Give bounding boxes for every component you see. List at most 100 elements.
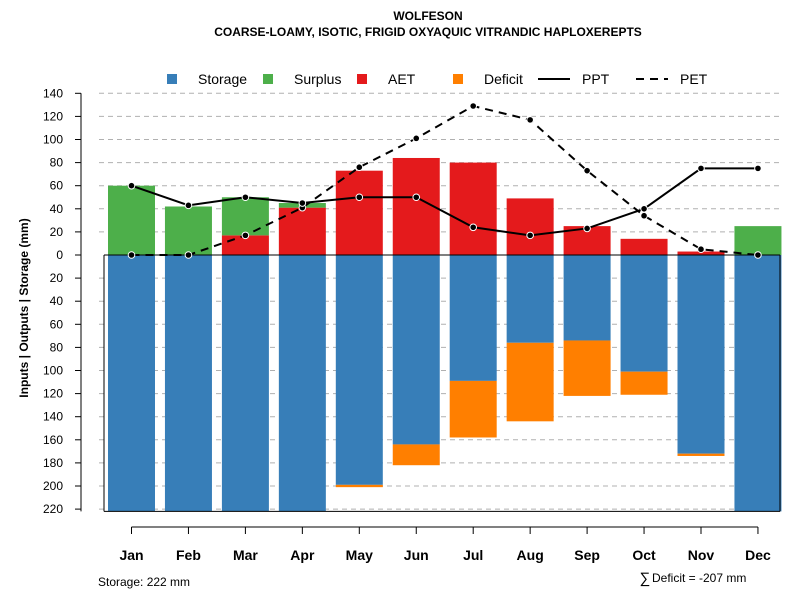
ppt-point [469, 223, 478, 232]
pet-point [412, 134, 421, 143]
legend-label-ppt: PPT [582, 71, 610, 87]
storage-bar [449, 255, 497, 381]
pet-point [583, 166, 591, 175]
surplus-bar [221, 197, 269, 236]
x-tick-label: Dec [745, 547, 771, 563]
ppt-point [184, 201, 193, 210]
x-tick-label: Jun [404, 547, 429, 563]
deficit-bar [392, 444, 440, 466]
y-tick-label: 60 [50, 179, 64, 193]
pet-point [469, 102, 478, 110]
y-tick-label: 80 [50, 156, 64, 170]
aet-bar [677, 251, 725, 255]
y-tick-label: 140 [43, 410, 63, 424]
storage-bar [506, 255, 554, 343]
legend-swatch-deficit [453, 74, 463, 84]
line-series [127, 102, 762, 259]
pet-point [697, 245, 705, 254]
legend-label-deficit: Deficit [484, 71, 523, 87]
surplus-bar [734, 226, 782, 255]
deficit-bar [677, 453, 725, 456]
x-tick-label: Jul [463, 547, 483, 563]
storage-bar [164, 255, 212, 512]
y-tick-label: 80 [50, 340, 64, 354]
ppt-point [697, 164, 705, 173]
chart-subtitle: COARSE-LOAMY, ISOTIC, FRIGID OXYAQUIC VI… [214, 25, 642, 39]
x-tick-label: Mar [233, 547, 258, 563]
pet-point [640, 211, 648, 220]
storage-bar [620, 255, 668, 372]
y-tick-label: 140 [43, 86, 63, 100]
y-axis: 1401201008060402002040608010012014016018… [43, 86, 82, 516]
legend-swatch-surplus [263, 74, 273, 84]
y-tick-label: 0 [56, 248, 63, 262]
aet-bar [335, 170, 383, 255]
storage-note: Storage: 222 mm [98, 575, 190, 589]
chart-title: WOLFESON [393, 9, 462, 23]
bar-series [103, 157, 782, 512]
y-tick-label: 160 [43, 433, 63, 447]
aet-bar [449, 162, 497, 255]
x-tick-label: Oct [632, 547, 656, 563]
y-tick-label: 200 [43, 479, 63, 493]
y-tick-label: 120 [43, 109, 63, 123]
storage-bar [278, 255, 326, 512]
ppt-point [298, 199, 307, 207]
ppt-point [412, 193, 421, 202]
x-tick-label: May [346, 547, 373, 563]
ppt-line [131, 167, 758, 237]
y-tick-label: 100 [43, 364, 63, 378]
y-tick-label: 40 [50, 202, 64, 216]
y-tick-label: 20 [50, 225, 64, 239]
pet-point [526, 116, 534, 124]
storage-bar [563, 255, 611, 341]
deficit-bar [620, 371, 668, 395]
ppt-point [754, 164, 762, 173]
storage-bar [734, 255, 782, 512]
legend-label-pet: PET [680, 71, 708, 87]
ppt-point [640, 205, 648, 213]
ppt-point [241, 193, 250, 202]
x-tick-label: Sep [574, 547, 600, 563]
ppt-point [127, 181, 136, 190]
storage-bar [221, 255, 269, 512]
y-tick-label: 40 [50, 294, 64, 308]
x-tick-label: Jan [119, 547, 143, 563]
legend-label-surplus: Surplus [294, 71, 341, 87]
storage-bar [335, 255, 383, 485]
deficit-bar [563, 340, 611, 396]
surplus-bar [164, 206, 212, 255]
storage-bar [392, 255, 440, 445]
y-tick-label: 20 [50, 271, 64, 285]
ppt-point [526, 231, 534, 240]
aet-bar [506, 198, 554, 255]
ppt-point [583, 224, 591, 233]
deficit-note: Deficit = -207 mm [652, 571, 746, 585]
y-tick-label: 60 [50, 317, 64, 331]
y-axis-label: Inputs | Outputs | Storage (mm) [17, 218, 31, 397]
legend-swatch-aet [357, 74, 367, 84]
aet-bar [620, 238, 668, 255]
storage-bar [677, 255, 725, 454]
x-tick-label: Feb [176, 547, 201, 563]
y-tick-label: 120 [43, 387, 63, 401]
pet-point [241, 231, 250, 240]
pet-point [184, 251, 193, 259]
ppt-point [355, 193, 364, 202]
pet-point [754, 251, 762, 259]
y-tick-label: 180 [43, 456, 63, 470]
y-tick-label: 100 [43, 133, 63, 147]
x-tick-label: Apr [290, 547, 315, 563]
legend-label-storage: Storage [198, 71, 247, 87]
x-tick-label: Nov [688, 547, 715, 563]
legend: Storage Surplus AET Deficit PPT PET [167, 71, 708, 87]
legend-label-aet: AET [388, 71, 416, 87]
aet-bar [278, 207, 326, 255]
deficit-bar [506, 342, 554, 422]
surplus-bar [108, 185, 155, 255]
x-axis: Jan Feb Mar Apr May Jun Jul Aug Sep Oct Nov Dec [119, 526, 771, 563]
x-tick-label: Aug [517, 547, 544, 563]
pet-point [355, 163, 364, 172]
y-tick-label: 220 [43, 502, 63, 516]
